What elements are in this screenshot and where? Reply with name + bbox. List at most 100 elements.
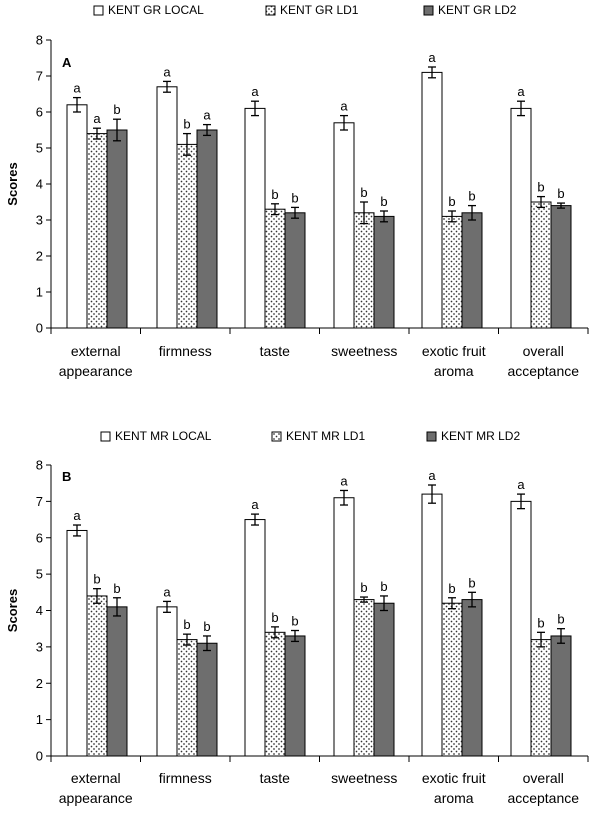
data-label: b	[271, 610, 278, 625]
bar	[530, 201, 552, 329]
data-label: b	[291, 190, 298, 205]
y-tick-label: 0	[36, 321, 43, 336]
category-label: acceptance	[507, 790, 579, 806]
bar	[86, 595, 108, 757]
bar	[244, 107, 266, 329]
bar	[353, 599, 375, 757]
data-label: a	[73, 508, 81, 523]
data-label: b	[113, 581, 120, 596]
data-label: b	[183, 117, 190, 132]
data-label: b	[448, 581, 455, 596]
bar	[176, 639, 198, 757]
data-label: b	[380, 579, 387, 594]
bar	[264, 631, 286, 757]
legend-swatch	[423, 5, 434, 16]
y-tick-label: 7	[36, 69, 43, 84]
category-label: aroma	[434, 790, 474, 806]
bar	[66, 529, 88, 757]
bar	[421, 493, 443, 757]
y-tick-label: 8	[36, 33, 43, 48]
data-label: b	[271, 187, 278, 202]
category-label: sweetness	[331, 770, 397, 786]
data-label: a	[163, 64, 171, 79]
y-axis-title: Scores	[5, 589, 20, 632]
bar	[176, 143, 198, 329]
data-label: b	[537, 615, 544, 630]
data-label: b	[291, 614, 298, 629]
y-tick-label: 1	[36, 285, 43, 300]
bar	[106, 606, 128, 757]
legend-label: KENT GR LD1	[280, 3, 359, 17]
legend-swatch	[100, 431, 111, 442]
bar	[264, 208, 286, 329]
y-tick-label: 1	[36, 712, 43, 727]
y-tick-label: 8	[36, 458, 43, 473]
legend-swatch	[93, 5, 104, 16]
category-label: exotic fruit	[422, 770, 486, 786]
data-label: a	[251, 84, 259, 99]
category-label: external	[71, 343, 121, 359]
data-label: b	[113, 102, 120, 117]
data-label: a	[163, 584, 171, 599]
category-label: aroma	[434, 363, 474, 379]
bar	[510, 500, 532, 757]
data-label: a	[203, 108, 211, 123]
category-label: taste	[260, 770, 291, 786]
panel-label: A	[62, 55, 72, 70]
data-label: b	[537, 180, 544, 195]
bar	[284, 635, 306, 757]
data-label: b	[360, 580, 367, 595]
bar	[156, 86, 178, 329]
bar	[441, 602, 463, 757]
y-axis-title: Scores	[5, 162, 20, 205]
chart-panel-b: KENT MR LOCAL KENT MR LD1 KENT MR LD2 B 0 1 2 3…	[5, 429, 589, 806]
legend-label: KENT MR LOCAL	[115, 429, 212, 443]
bar	[461, 599, 483, 757]
bar	[550, 635, 572, 757]
legend-label: KENT GR LD2	[438, 3, 517, 17]
data-label: a	[340, 473, 348, 488]
legend-label: KENT MR LD1	[286, 429, 365, 443]
bar	[284, 212, 306, 329]
panel-label: B	[62, 469, 71, 484]
y-tick-label: 5	[36, 567, 43, 582]
data-label: b	[468, 575, 475, 590]
bar	[421, 71, 443, 329]
bar	[106, 129, 128, 329]
data-label: b	[468, 189, 475, 204]
y-tick-label: 6	[36, 105, 43, 120]
data-label: b	[93, 572, 100, 587]
data-label: a	[93, 111, 101, 126]
bar	[333, 497, 355, 757]
category-label: acceptance	[507, 363, 579, 379]
y-tick-label: 6	[36, 530, 43, 545]
y-tick-label: 4	[36, 603, 43, 618]
bar	[461, 212, 483, 329]
category-label: external	[71, 770, 121, 786]
bar	[196, 129, 218, 329]
legend-swatch	[426, 431, 437, 442]
category-label: appearance	[59, 790, 133, 806]
bar	[353, 212, 375, 329]
data-label: a	[340, 99, 348, 114]
y-tick-label: 3	[36, 639, 43, 654]
bar	[333, 122, 355, 329]
category-label: overall	[523, 770, 564, 786]
y-tick-label: 7	[36, 494, 43, 509]
data-label: a	[251, 497, 259, 512]
category-label: firmness	[159, 343, 212, 359]
data-label: b	[380, 194, 387, 209]
y-tick-label: 2	[36, 676, 43, 691]
bar	[196, 642, 218, 757]
legend-swatch	[265, 5, 276, 16]
data-label: a	[517, 84, 525, 99]
bar	[550, 205, 572, 329]
bar	[86, 133, 108, 329]
data-label: b	[448, 194, 455, 209]
category-label: exotic fruit	[422, 343, 486, 359]
bar	[373, 215, 395, 329]
y-tick-label: 2	[36, 249, 43, 264]
data-label: b	[203, 619, 210, 634]
y-tick-label: 0	[36, 749, 43, 764]
data-label: b	[557, 186, 564, 201]
